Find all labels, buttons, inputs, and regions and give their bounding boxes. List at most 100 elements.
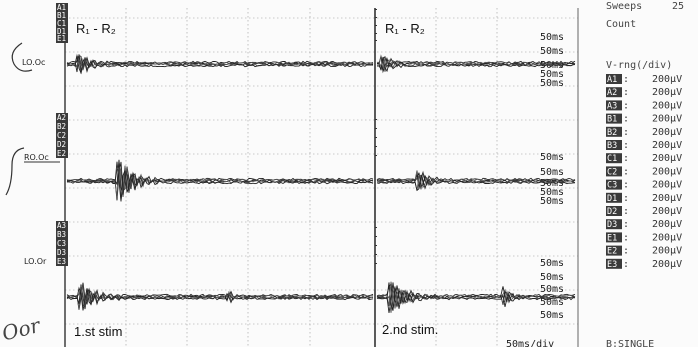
vrange-colon: : xyxy=(623,259,629,270)
scale-label: 50ms xyxy=(540,152,564,163)
vrange-row: C1: 200µV xyxy=(606,153,682,164)
channel-tag-left: B2 xyxy=(56,122,68,131)
vrange-channel: A1 xyxy=(607,75,617,85)
channel-tag-bg xyxy=(56,113,68,122)
trace-right xyxy=(376,282,576,309)
vrange-value: 200µV xyxy=(652,232,682,243)
vrange-row: A3: 200µV xyxy=(606,100,682,111)
vrange-row: B3: 200µV xyxy=(606,140,682,151)
channel-tag-left: A3 xyxy=(56,221,68,230)
vrange-value: 200µV xyxy=(652,74,682,85)
vrange-channel: A2 xyxy=(607,88,617,98)
channel-tag-left: C3 xyxy=(56,239,68,248)
vrange-row: E2: 200µV xyxy=(606,245,682,257)
trace-left xyxy=(66,55,374,72)
channel-tag-left: C1 xyxy=(56,19,68,28)
row-tick xyxy=(375,245,377,246)
vrange-channel: C3 xyxy=(607,181,617,191)
vrange-channel-tag xyxy=(606,206,622,216)
vrange-colon: : xyxy=(623,180,629,191)
vrange-channel-tag xyxy=(606,140,622,150)
channel-tag-bg xyxy=(56,149,68,158)
row-tick xyxy=(375,263,377,264)
trace-right xyxy=(376,56,576,73)
vrange-value: 200µV xyxy=(652,140,682,151)
channel-tag-left: D2 xyxy=(56,140,68,149)
vrange-channel-tag xyxy=(606,166,622,177)
vrange-channel-tag xyxy=(606,258,622,269)
vrange-colon: : xyxy=(623,246,629,257)
channel-tag-label: C2 xyxy=(57,131,66,140)
channel-tag-left: E3 xyxy=(56,257,68,266)
vrange-value: 200µV xyxy=(652,206,682,217)
vrange-channel: D1 xyxy=(607,194,617,204)
vrange-channel: D2 xyxy=(607,207,617,217)
vrange-channel-tag xyxy=(606,126,622,137)
channel-tag-bg xyxy=(56,27,68,36)
trace-left xyxy=(66,285,373,307)
vrange-row: D1: 200µV xyxy=(606,192,682,204)
row-tick xyxy=(375,17,377,18)
vrange-channel: B2 xyxy=(607,128,617,138)
timebase-label: 50ms/div xyxy=(506,339,554,347)
vrange-channel: E1 xyxy=(607,233,617,243)
channel-tag-label: C3 xyxy=(57,239,66,248)
channel-tag-left: E2 xyxy=(56,149,68,158)
trace-right xyxy=(376,174,576,192)
sweeps-value: 25 xyxy=(672,1,684,12)
handwritten-note-bottom: Oor xyxy=(0,313,44,346)
group-label-lo-or: LO.Or xyxy=(24,257,47,266)
trace-right xyxy=(376,282,576,311)
channel-tag-bg xyxy=(56,239,68,248)
vrange-channel: D3 xyxy=(607,220,617,230)
vrange-channel-tag xyxy=(606,100,622,111)
scale-label: 50ms xyxy=(540,178,564,189)
vrange-channel-tag xyxy=(606,87,622,98)
vrange-row: A1: 200µV xyxy=(606,74,682,85)
vrange-colon: : xyxy=(623,74,629,85)
vrange-value: 200µV xyxy=(652,193,682,204)
trace-right xyxy=(376,170,576,189)
vrange-colon: : xyxy=(623,87,629,98)
vrange-row: E3: 200µV xyxy=(606,258,682,270)
vrange-colon: : xyxy=(623,127,629,138)
channel-tag-label: E3 xyxy=(57,257,66,266)
row-tick xyxy=(375,33,377,34)
channel-tag-bg xyxy=(56,131,68,140)
vrange-row: C2: 200µV xyxy=(606,166,682,177)
channel-tag-bg xyxy=(56,140,68,149)
channel-tag-label: A1 xyxy=(57,3,66,12)
vrange-value: 200µV xyxy=(652,114,682,125)
channel-tag-label: B1 xyxy=(57,11,66,20)
channel-tag-left: E1 xyxy=(56,34,68,43)
channel-tag-label: C1 xyxy=(57,19,66,28)
panel-title-left: R₁ - R₂ xyxy=(76,21,116,36)
channel-tag-label: E2 xyxy=(57,149,66,158)
vrange-channel-tag xyxy=(606,192,622,203)
vrange-row: B2: 200µV xyxy=(606,126,682,138)
trace-left xyxy=(66,55,374,75)
channel-tag-bg xyxy=(56,230,68,239)
row-tick xyxy=(375,25,377,26)
vrange-colon: : xyxy=(623,114,629,125)
group-label-ro-oc: RO.Oc xyxy=(24,153,49,162)
vrange-colon: : xyxy=(623,219,629,230)
channel-tag-label: D1 xyxy=(57,27,66,36)
mode-label: B:SINGLE xyxy=(606,339,654,347)
channel-tag-bg xyxy=(56,19,68,28)
vrange-channel: B1 xyxy=(607,115,617,125)
channel-tag-left: D3 xyxy=(56,248,68,257)
vrange-channel-tag xyxy=(606,179,622,190)
scale-label: 50ms xyxy=(540,284,564,295)
scale-labels-right: 50ms50ms50ms50ms50ms50ms50ms50ms50ms50ms… xyxy=(540,32,564,321)
trace-left xyxy=(66,54,374,71)
trace-left xyxy=(66,285,374,310)
vrange-channel-tag xyxy=(606,219,622,230)
channel-labels-right xyxy=(375,9,377,264)
scale-label: 50ms xyxy=(540,167,564,178)
vrange-colon: : xyxy=(623,206,629,217)
vrange-channel: A3 xyxy=(607,101,617,111)
row-tick xyxy=(375,254,377,255)
